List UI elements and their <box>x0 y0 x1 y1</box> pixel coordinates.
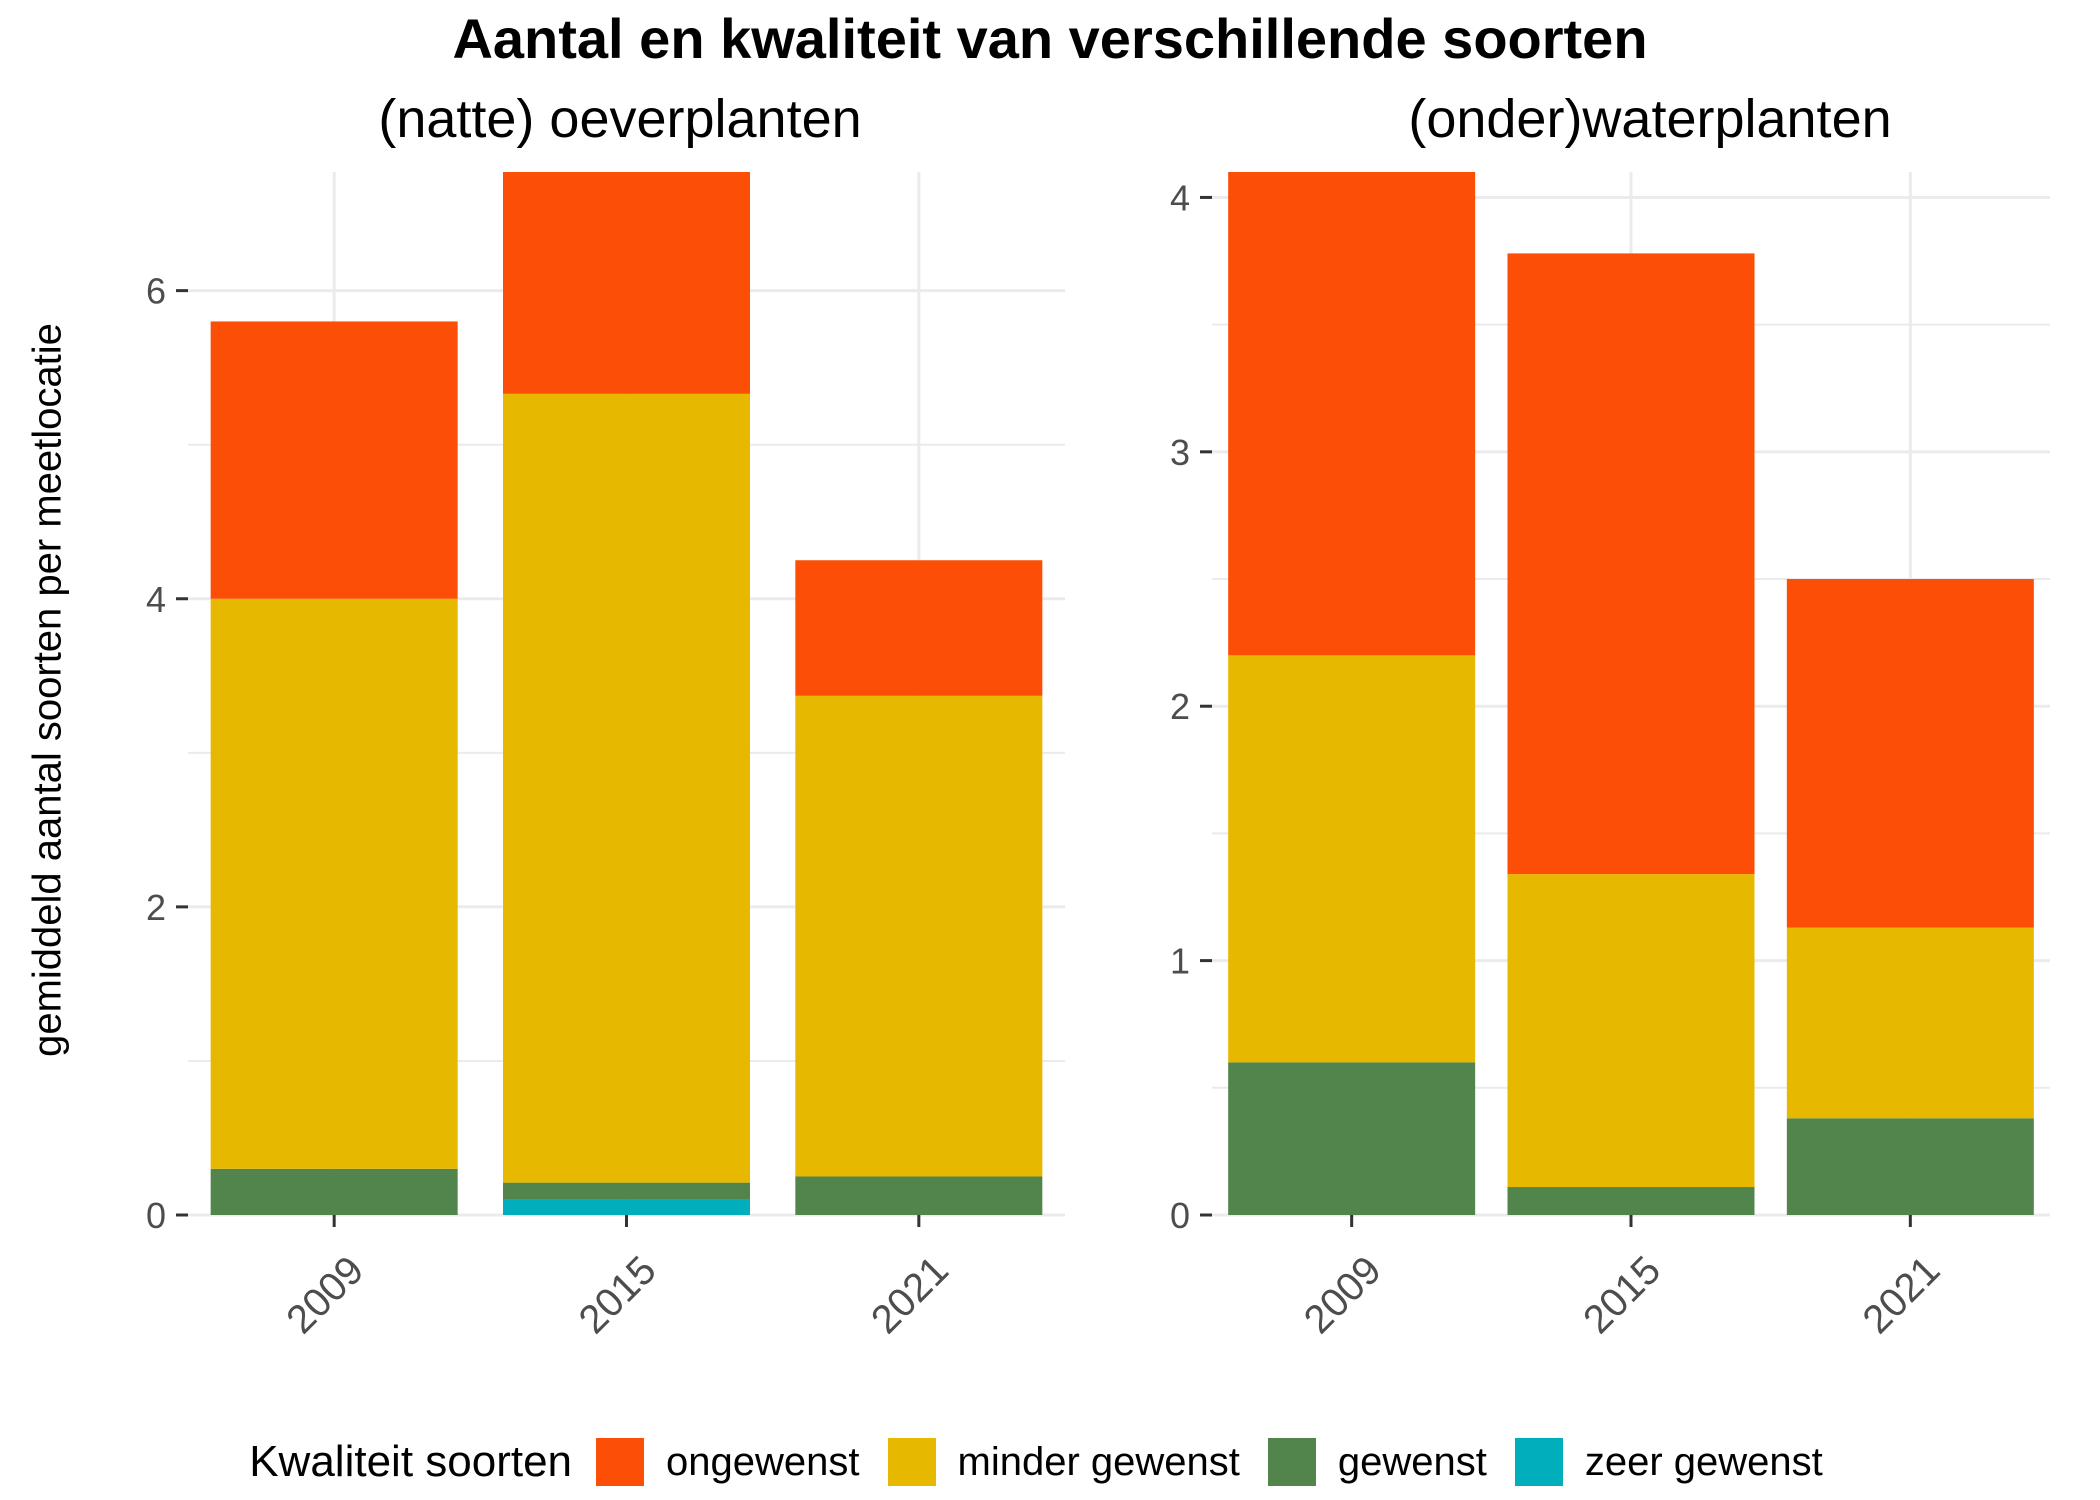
x-tick-label: 2015 <box>1575 1248 1669 1342</box>
y-tick-label: 3 <box>1170 432 1190 473</box>
y-tick-label: 4 <box>146 579 166 620</box>
bar-segment-minder-gewenst-2015 <box>1507 874 1755 1188</box>
x-tick-label: 2009 <box>278 1248 372 1342</box>
bar-segment-gewenst-2015 <box>1507 1187 1755 1215</box>
legend-title: Kwaliteit soorten <box>249 1437 573 1486</box>
y-tick-label: 2 <box>1170 686 1190 727</box>
bar-segment-ongewenst-2009 <box>1228 172 1476 656</box>
legend-label-zeer-gewenst: zeer gewenst <box>1584 1439 1823 1484</box>
bar-segment-ongewenst-2015 <box>503 172 750 394</box>
bar-segment-ongewenst-2015 <box>1507 253 1755 875</box>
y-tick-label: 2 <box>146 887 166 928</box>
y-tick-label: 0 <box>1170 1195 1190 1236</box>
panel-title-oeverplanten: (natte) oeverplanten <box>378 89 862 149</box>
x-tick-label: 2009 <box>1296 1248 1390 1342</box>
chart-title: Aantal en kwaliteit van verschillende so… <box>452 7 1648 70</box>
y-tick-label: 0 <box>146 1195 166 1236</box>
bar-segment-minder-gewenst-2021 <box>795 695 1043 1177</box>
bar-segment-ongewenst-2021 <box>795 560 1043 696</box>
bar-segment-minder-gewenst-2009 <box>210 598 458 1169</box>
legend-item-minder-gewenst: minder gewenst <box>887 1438 1240 1486</box>
bar-segment-minder-gewenst-2015 <box>503 393 750 1183</box>
bar-segment-gewenst-2015 <box>503 1182 750 1200</box>
y-tick-label: 6 <box>146 271 166 312</box>
panel-title-waterplanten: (onder)waterplanten <box>1408 89 1892 149</box>
bar-segment-minder-gewenst-2009 <box>1228 655 1476 1063</box>
chart-plot-area: 0 2 4 6 2009 2015 2021 0 1 2 3 4 2009 2015 2021 <box>146 172 2050 1342</box>
legend-swatch-minder-gewenst <box>887 1438 936 1486</box>
bar-segment-zeer-gewenst-2015 <box>503 1199 750 1215</box>
bar-segment-gewenst-2021 <box>795 1176 1043 1215</box>
legend-item-gewenst: gewenst <box>1267 1438 1487 1486</box>
legend-item-ongewenst: ongewenst <box>596 1438 860 1486</box>
x-tick-label: 2015 <box>571 1248 665 1342</box>
x-tick-label: 2021 <box>863 1248 957 1342</box>
bar-segment-minder-gewenst-2021 <box>1786 927 2034 1119</box>
y-tick-label: 1 <box>1170 941 1190 982</box>
bar-segment-ongewenst-2009 <box>210 321 458 599</box>
legend-item-zeer-gewenst: zeer gewenst <box>1514 1438 1823 1486</box>
legend-swatch-gewenst <box>1267 1438 1316 1486</box>
bar-segment-ongewenst-2021 <box>1786 579 2034 928</box>
legend-swatch-ongewenst <box>596 1438 645 1486</box>
legend-label-ongewenst: ongewenst <box>666 1439 860 1484</box>
legend: Kwaliteit soorten ongewenst minder gewen… <box>0 1432 2100 1492</box>
legend-swatch-zeer-gewenst <box>1514 1438 1563 1486</box>
bar-segment-gewenst-2009 <box>210 1168 458 1215</box>
bar-segment-gewenst-2021 <box>1786 1118 2034 1215</box>
bar-segment-gewenst-2009 <box>1228 1062 1476 1215</box>
x-tick-label: 2021 <box>1854 1248 1948 1342</box>
legend-label-minder-gewenst: minder gewenst <box>957 1439 1240 1484</box>
legend-label-gewenst: gewenst <box>1337 1439 1487 1484</box>
y-tick-label: 4 <box>1170 177 1190 218</box>
